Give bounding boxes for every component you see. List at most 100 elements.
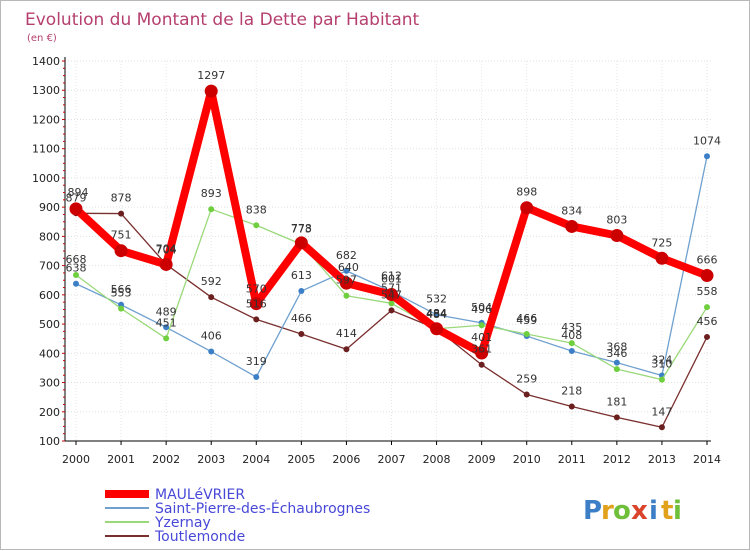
y-tick-label: 1200 (32, 113, 60, 126)
data-point (73, 271, 79, 278)
data-point (430, 322, 444, 336)
data-point (159, 257, 173, 271)
data-point (655, 251, 669, 265)
data-label: 466 (291, 312, 312, 325)
data-label: 612 (381, 269, 402, 282)
data-point (475, 346, 489, 360)
data-point (478, 322, 485, 329)
data-point (568, 403, 575, 410)
data-label: 456 (697, 315, 718, 328)
data-label: 640 (338, 261, 359, 274)
data-label: 638 (66, 262, 87, 275)
x-tick-label: 2006 (332, 453, 360, 466)
data-label: 898 (516, 186, 537, 199)
data-point (339, 276, 353, 290)
axes (64, 57, 711, 442)
data-label: 324 (651, 354, 672, 367)
data-point (343, 267, 350, 274)
chart-subtitle: (en €) (27, 33, 57, 44)
x-tick-label: 2008 (423, 453, 451, 466)
data-label: 401 (471, 331, 492, 344)
data-point (568, 340, 575, 347)
legend-label: MAULéVRIER (155, 487, 245, 503)
data-label: 496 (471, 303, 492, 316)
data-label: 803 (606, 214, 627, 227)
data-label: 346 (606, 347, 627, 360)
x-tick-label: 2009 (468, 453, 496, 466)
data-point (388, 300, 395, 307)
data-point (610, 229, 624, 243)
y-tick-label: 400 (39, 347, 60, 360)
logo-letter: x (631, 496, 648, 526)
data-point (118, 305, 125, 312)
x-tick-label: 2005 (287, 453, 315, 466)
data-point (433, 311, 440, 318)
data-point (163, 324, 170, 331)
data-label: 1297 (197, 69, 225, 82)
data-label: 597 (336, 274, 357, 287)
data-label: 773 (291, 222, 312, 235)
data-label: 414 (336, 327, 357, 340)
data-label: 532 (426, 293, 447, 306)
data-label: 879 (66, 191, 87, 204)
data-label: 666 (697, 254, 718, 267)
y-axis-ticks: 100 200 300 400 500 600 700 800 900 1000 1100 1200 1… (32, 55, 65, 448)
y-tick-label: 500 (39, 318, 60, 331)
y-tick-label: 1100 (32, 143, 60, 156)
data-point (388, 307, 395, 314)
series-group (69, 84, 714, 431)
data-point (253, 373, 260, 380)
data-point (208, 206, 215, 213)
data-point (658, 424, 665, 431)
legend-label: Yzernay (154, 515, 211, 531)
logo-letter: t (661, 496, 673, 526)
data-point (613, 414, 620, 421)
legend-label: Toutlemonde (154, 529, 245, 545)
data-label: 489 (156, 305, 177, 318)
data-label: 259 (516, 373, 537, 386)
data-label: 751 (111, 229, 132, 242)
data-label: 484 (426, 307, 447, 320)
x-tick-label: 2011 (558, 453, 586, 466)
legend: MAULéVRIERSaint-Pierre-des-ÉchaubrognesY… (105, 487, 370, 545)
data-label: 368 (606, 341, 627, 354)
data-point (253, 222, 260, 229)
data-point (658, 376, 665, 383)
data-label: 838 (246, 203, 267, 216)
y-tick-label: 1400 (32, 55, 60, 68)
x-tick-label: 2012 (603, 453, 631, 466)
x-axis-ticks: 2000 2001 2002 2003 2004 2005 2006 2007 2008 2009… (62, 441, 721, 466)
data-point (69, 202, 83, 216)
x-tick-label: 2000 (62, 453, 90, 466)
data-label: 878 (111, 192, 132, 205)
data-label: 592 (201, 275, 222, 288)
data-label: 894 (68, 186, 89, 199)
data-label: 408 (561, 329, 582, 342)
data-label: 601 (381, 273, 402, 286)
data-point (114, 244, 128, 258)
data-label: 558 (697, 285, 718, 298)
data-label: 319 (246, 355, 267, 368)
data-point (208, 294, 215, 301)
logo-letter: i (649, 496, 658, 526)
x-tick-label: 2013 (648, 453, 676, 466)
chart-title: Evolution du Montant de la Dette par Hab… (25, 10, 420, 30)
data-point (343, 346, 350, 353)
y-tick-label: 300 (39, 377, 60, 390)
data-point (520, 201, 534, 215)
data-point (118, 210, 125, 217)
data-label: 834 (561, 204, 582, 217)
logo-letter: i (673, 496, 682, 526)
data-point (163, 335, 170, 342)
data-point (343, 292, 350, 299)
data-point (298, 331, 305, 338)
data-label: 704 (156, 243, 177, 256)
data-point (204, 84, 218, 98)
data-label: 613 (291, 269, 312, 282)
data-point (73, 280, 79, 287)
x-tick-label: 2004 (242, 453, 270, 466)
y-tick-label: 900 (39, 201, 60, 214)
logo-letter: P (583, 496, 602, 526)
data-point (613, 366, 620, 373)
